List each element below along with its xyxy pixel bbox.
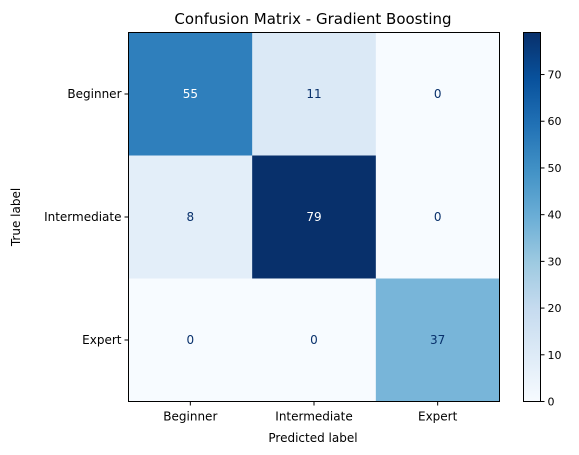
cell-annotations: 55 11 0 8 79 0 0 0 37 bbox=[183, 87, 446, 347]
cell-value-label: 11 bbox=[306, 87, 321, 101]
y-tick-label: Expert bbox=[82, 333, 122, 347]
colorbar-tick-label: 20 bbox=[548, 302, 562, 315]
cell-value-label: 79 bbox=[306, 210, 321, 224]
cell-value-label: 8 bbox=[187, 210, 195, 224]
heatmap-cell bbox=[128, 32, 253, 156]
x-axis-ticks: Beginner Intermediate Expert bbox=[163, 401, 458, 424]
chart-title: Confusion Matrix - Gradient Boosting bbox=[174, 10, 451, 28]
x-tick-label: Intermediate bbox=[275, 410, 352, 424]
heatmap-cell bbox=[375, 32, 500, 156]
heatmap-cells bbox=[128, 32, 500, 402]
x-tick-label: Beginner bbox=[163, 410, 217, 424]
colorbar-tick-label: 0 bbox=[548, 396, 555, 409]
cell-value-label: 37 bbox=[430, 333, 445, 347]
cell-value-label: 0 bbox=[310, 333, 318, 347]
heatmap-cell bbox=[252, 32, 377, 156]
colorbar-tick-label: 70 bbox=[548, 69, 562, 82]
x-axis-label: Predicted label bbox=[268, 431, 357, 445]
cell-value-label: 0 bbox=[434, 87, 442, 101]
y-axis-ticks: Beginner Intermediate Expert bbox=[44, 87, 129, 347]
y-tick-label: Beginner bbox=[67, 87, 121, 101]
cell-value-label: 0 bbox=[434, 210, 442, 224]
heatmap-cell bbox=[128, 278, 253, 402]
colorbar-tick-label: 30 bbox=[548, 255, 562, 268]
y-axis-label: True label bbox=[9, 188, 23, 247]
colorbar-tick-label: 50 bbox=[548, 162, 562, 175]
colorbar bbox=[523, 32, 541, 402]
colorbar-tick-label: 40 bbox=[548, 209, 562, 222]
colorbar-tick-label: 60 bbox=[548, 115, 562, 128]
y-tick-label: Intermediate bbox=[44, 210, 121, 224]
x-tick-label: Expert bbox=[418, 410, 458, 424]
colorbar-ticks: 0 10 20 30 40 50 60 70 bbox=[540, 69, 562, 409]
colorbar-tick-label: 10 bbox=[548, 349, 562, 362]
heatmap-cell bbox=[252, 278, 377, 402]
cell-value-label: 55 bbox=[183, 87, 198, 101]
heatmap-cell bbox=[375, 155, 500, 279]
heatmap-cell bbox=[252, 155, 377, 279]
cell-value-label: 0 bbox=[187, 333, 195, 347]
heatmap-cell bbox=[375, 278, 500, 402]
heatmap-cell bbox=[128, 155, 253, 279]
